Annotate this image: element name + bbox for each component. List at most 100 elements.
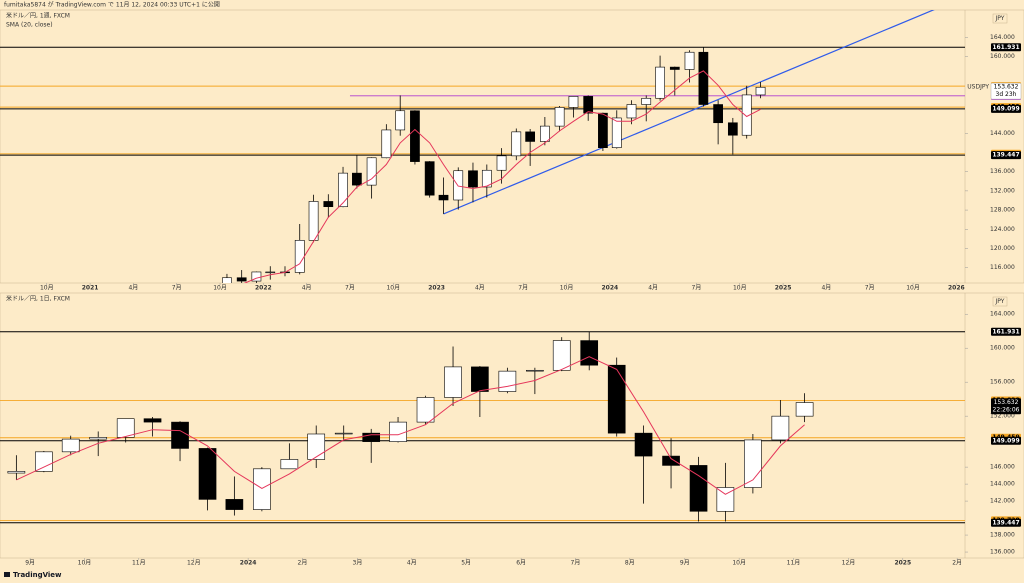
level-label: 139.447	[992, 152, 1019, 159]
candle-body	[583, 96, 594, 114]
x-tick-label: 7月	[172, 285, 182, 292]
x-tick-label: 10月	[213, 285, 227, 292]
candle-body	[552, 340, 571, 371]
x-tick-label: 10月	[560, 285, 574, 292]
candle-body	[253, 468, 271, 510]
y-tick-label: 124.000	[990, 226, 1015, 233]
candle-body	[308, 201, 319, 241]
plot-area	[0, 10, 965, 283]
candle-body	[362, 432, 381, 442]
x-tick-label: 12月	[842, 560, 856, 567]
level-label: 161.931	[992, 328, 1019, 335]
candle-body	[7, 471, 26, 474]
x-tick-label: 7月	[865, 285, 875, 292]
candle-body	[222, 277, 232, 283]
candle-body	[35, 451, 53, 472]
y-tick-label: 156.000	[990, 379, 1015, 386]
indicator-label: SMA (20, close)	[6, 22, 53, 29]
candle-body	[662, 455, 680, 466]
x-tick-label: 6月	[516, 560, 526, 567]
sma-line	[16, 356, 805, 495]
y-tick-label: 144.000	[990, 481, 1015, 488]
candle-body	[580, 340, 599, 366]
candle-body	[511, 131, 522, 157]
candle-body	[526, 369, 544, 372]
candle-body	[689, 465, 708, 512]
x-tick-label: 10月	[732, 560, 746, 567]
x-tick-label: 11月	[787, 560, 801, 567]
currency-box	[992, 296, 1008, 307]
chart-title: 米ドル／円, 1日, FXCM	[6, 295, 70, 303]
candle-body	[410, 110, 420, 162]
header: fumitaka5874 が TradingView.com で 11月 12,…	[4, 1, 220, 9]
candle-body	[438, 194, 449, 201]
candle-body	[61, 438, 80, 453]
candle-body	[684, 51, 695, 70]
y-tick-label: 160.000	[990, 345, 1015, 352]
candle-body	[416, 397, 435, 423]
candle-body	[716, 487, 735, 512]
candle-body	[496, 155, 507, 171]
x-tick-label: 4月	[302, 285, 312, 292]
candle-body	[626, 104, 637, 119]
candle-body	[607, 364, 626, 434]
candle-body	[525, 131, 536, 142]
price-label-box	[991, 398, 1021, 415]
x-tick-label: 2023	[428, 285, 445, 292]
x-tick-label: 10月	[78, 560, 92, 567]
candle-body	[334, 432, 353, 435]
candle-body	[198, 448, 217, 500]
level-label-box	[991, 327, 1021, 336]
y-tick-label: 160.000	[990, 53, 1015, 60]
candle-body	[698, 51, 709, 105]
x-tick-label: 10月	[733, 285, 747, 292]
candle-body	[444, 366, 462, 398]
candle-body	[395, 110, 406, 131]
x-tick-label: 11月	[132, 560, 146, 567]
countdown: 3d 23h	[996, 91, 1017, 98]
price-label-box	[990, 82, 1022, 100]
x-tick-label: 10月	[40, 285, 54, 292]
x-tick-label: 2025	[894, 560, 911, 567]
currency: JPY	[995, 298, 1005, 305]
x-tick-label: 2021	[82, 285, 99, 292]
candle-body	[468, 170, 478, 188]
panel-daily	[0, 292, 1024, 559]
candle-body	[795, 402, 814, 417]
candle-body	[481, 169, 492, 188]
x-tick-label: 2026	[948, 285, 965, 292]
x-tick-label: 5月	[461, 560, 471, 567]
x-tick-label: 7月	[571, 560, 581, 567]
x-tick-label: 4月	[407, 560, 417, 567]
candle-body	[381, 129, 392, 159]
candle-body	[143, 418, 162, 423]
candle-body	[225, 499, 244, 510]
y-tick-label: 136.000	[990, 168, 1015, 175]
x-tick-label: 2月	[952, 560, 962, 567]
y-tick-label: 146.000	[990, 464, 1015, 471]
currency: JPY	[995, 15, 1005, 22]
candle-body	[568, 96, 579, 108]
footer-logo: TradingView	[4, 571, 62, 579]
x-tick-label: 10月	[906, 285, 920, 292]
candle-body	[634, 432, 653, 457]
y-tick-label: 138.000	[990, 532, 1015, 539]
candle-body	[655, 66, 665, 99]
x-tick-label: 12月	[187, 560, 201, 567]
x-tick-label: 9月	[680, 560, 690, 567]
level-label: 149.099	[992, 105, 1019, 112]
y-tick-label: 164.000	[990, 311, 1015, 318]
x-tick-label: 2024	[240, 560, 257, 567]
candle-body	[424, 161, 435, 196]
candle-body	[265, 271, 276, 274]
candle-body	[744, 439, 762, 488]
y-tick-label: 116.000	[990, 264, 1015, 271]
candle-body	[352, 172, 362, 186]
candle-body	[598, 112, 608, 148]
candle-body	[641, 97, 652, 105]
candle-body	[611, 117, 622, 148]
candle-body	[554, 107, 565, 127]
y-tick-label: 120.000	[990, 245, 1015, 252]
candle-body	[89, 437, 108, 440]
